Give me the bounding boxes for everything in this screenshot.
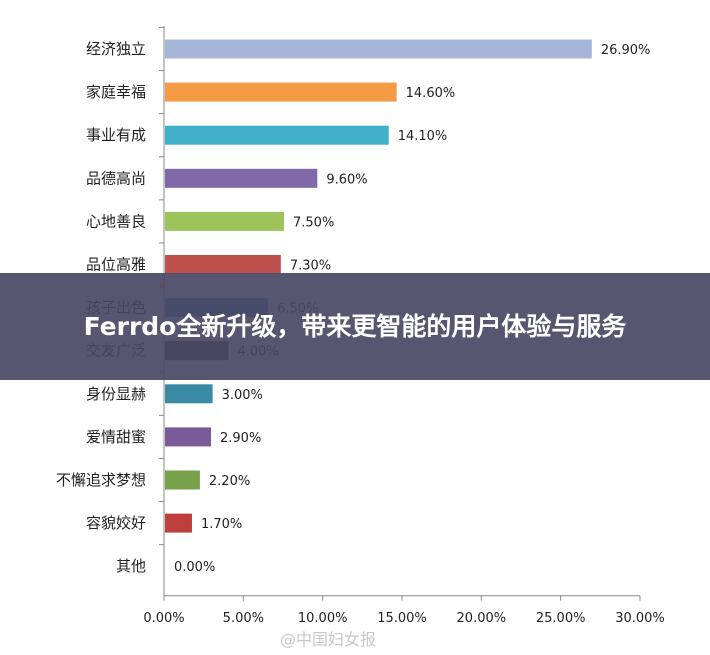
- value-label: 2.90%: [220, 431, 261, 446]
- value-label: 7.50%: [293, 215, 334, 230]
- bar: [165, 211, 284, 231]
- value-label: 9.60%: [326, 172, 367, 187]
- banner-title: Ferrdo全新升级，带来更智能的用户体验与服务: [83, 311, 627, 341]
- x-tick-label: 30.00%: [615, 611, 665, 626]
- category-label: 容貌姣好: [86, 514, 146, 532]
- x-tick-label: 10.00%: [298, 611, 348, 626]
- value-label: 1.70%: [201, 517, 242, 532]
- x-tick-label: 15.00%: [377, 611, 427, 626]
- category-label: 爱情甜蜜: [86, 428, 146, 446]
- category-label: 事业有成: [86, 126, 146, 144]
- x-tick-label: 0.00%: [143, 611, 184, 626]
- x-tick-label: 25.00%: [536, 611, 586, 626]
- bar: [165, 427, 212, 447]
- bar: [165, 82, 397, 102]
- bar: [165, 39, 592, 59]
- bar: [165, 470, 200, 490]
- category-label: 不懈追求梦想: [56, 471, 146, 489]
- category-label: 心地善良: [86, 212, 146, 230]
- value-label: 0.00%: [174, 560, 215, 575]
- headline-banner: Ferrdo全新升级，带来更智能的用户体验与服务: [0, 273, 710, 380]
- watermark: @中国妇女报: [280, 630, 377, 649]
- category-label: 品位高雅: [86, 256, 146, 274]
- value-label: 3.00%: [222, 388, 263, 403]
- bar: [165, 125, 389, 145]
- value-label: 26.90%: [601, 43, 651, 58]
- x-tick-label: 5.00%: [223, 611, 264, 626]
- value-label: 14.60%: [406, 86, 456, 101]
- bar: [165, 255, 281, 274]
- x-tick-label: 20.00%: [457, 611, 507, 626]
- value-label: 14.10%: [398, 129, 448, 144]
- bar: [165, 384, 213, 404]
- category-label: 身份显赫: [86, 385, 146, 403]
- value-label: 2.20%: [209, 474, 250, 489]
- value-label: 7.30%: [290, 259, 331, 274]
- category-label: 家庭幸福: [86, 83, 146, 101]
- category-label: 品德高尚: [86, 169, 146, 187]
- category-label: 其他: [116, 557, 146, 575]
- category-label: 经济独立: [86, 40, 146, 58]
- bar: [165, 513, 192, 533]
- bar: [165, 168, 318, 188]
